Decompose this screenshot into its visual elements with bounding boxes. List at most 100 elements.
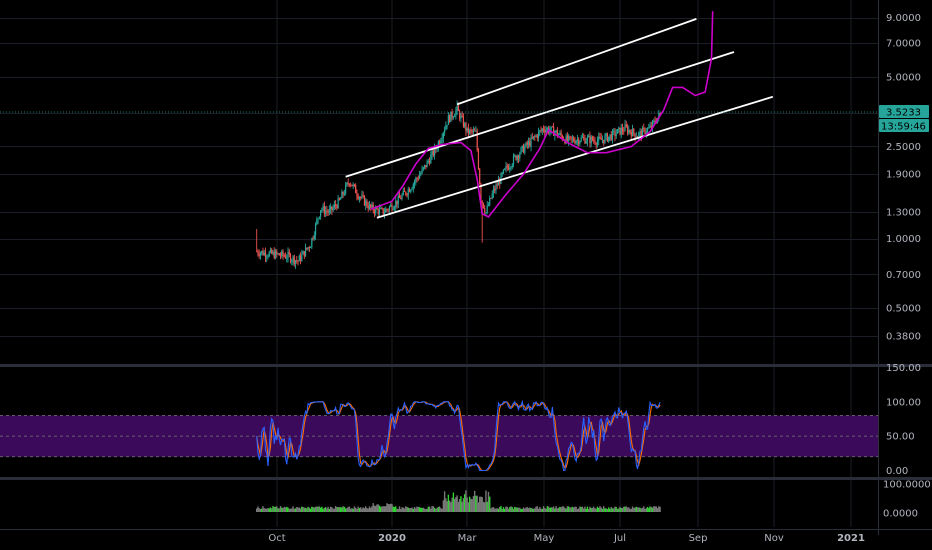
volume-bar: [574, 506, 576, 512]
candle: [313, 231, 315, 241]
candle-body: [425, 164, 427, 168]
candle: [472, 126, 475, 136]
volume-bar: [542, 506, 545, 512]
volume-bar: [307, 506, 309, 512]
candle-body: [367, 206, 369, 209]
candle-body: [412, 183, 414, 189]
candle-body: [604, 135, 606, 143]
candle-body: [266, 256, 268, 258]
candle-body: [532, 136, 535, 139]
candle: [506, 163, 508, 172]
volume-bar: [302, 507, 304, 512]
volume-bar: [313, 507, 316, 512]
volume-bar: [526, 507, 528, 512]
volume-bar: [283, 506, 285, 512]
candle-body: [507, 167, 510, 170]
channel-lines[interactable]: [345, 18, 774, 219]
candle: [559, 130, 561, 136]
volume-bar: [282, 508, 284, 512]
volume-bar: [306, 508, 308, 512]
candle-body: [566, 135, 568, 141]
candle-body: [585, 141, 587, 144]
candle-body: [277, 253, 279, 255]
candle-body: [370, 204, 372, 208]
candle: [346, 181, 348, 187]
candle: [327, 209, 329, 217]
volume-bar: [500, 506, 502, 512]
volume-bar: [437, 507, 440, 512]
candle-body: [343, 193, 345, 195]
time-axis[interactable]: Oct 2020 Mar May Jul Sep Nov 2021: [0, 529, 932, 545]
candle-body: [423, 164, 426, 168]
price-axis[interactable]: 9.00007.00005.00003.50002.50001.90001.30…: [878, 0, 931, 535]
candle: [600, 133, 602, 141]
volume-bar: [287, 507, 289, 512]
price-tick-label: 2.5000: [886, 142, 921, 153]
candle-body: [281, 251, 283, 256]
volume-bar: [515, 507, 517, 512]
countdown-label: 13:59:46: [881, 121, 926, 132]
volume-bar: [659, 506, 661, 512]
price-tick-label: 1.3000: [886, 208, 921, 219]
volume-bar: [272, 506, 274, 512]
volume-bar: [590, 507, 592, 512]
candle: [385, 206, 387, 213]
candle-body: [262, 250, 264, 255]
candle: [520, 146, 522, 155]
volume-bar: [296, 507, 298, 512]
volume-bar: [413, 506, 416, 512]
volume-bar: [308, 507, 311, 512]
pane-separators[interactable]: [0, 364, 932, 480]
candle: [277, 252, 279, 255]
candle-body: [351, 184, 353, 187]
candle-body: [621, 127, 624, 131]
oscillator-pane[interactable]: [0, 399, 878, 472]
candle-body: [598, 136, 600, 141]
candle: [542, 125, 545, 133]
candle-body: [289, 254, 292, 262]
candle-body: [395, 200, 397, 208]
candle-body: [451, 111, 453, 118]
volume-bar: [530, 508, 532, 512]
oscillator-tick-label: 50.00: [886, 432, 915, 443]
candle: [618, 126, 620, 134]
volume-pane[interactable]: [256, 490, 661, 512]
volume-bar: [596, 506, 599, 512]
candle-body: [373, 210, 376, 214]
candle-body: [257, 251, 259, 254]
candle: [276, 249, 278, 258]
price-tick-label: 7.0000: [886, 38, 921, 49]
candle: [583, 133, 585, 141]
volume-bar: [331, 507, 333, 512]
time-tick-label: Nov: [764, 533, 784, 544]
candle-body: [464, 123, 466, 127]
candle-body: [491, 193, 493, 199]
candle-body: [361, 195, 363, 198]
volume-bar: [332, 508, 334, 512]
volume-bar: [615, 507, 617, 512]
candle: [387, 208, 389, 213]
candle: [292, 255, 294, 266]
volume-bar: [650, 506, 653, 512]
volume-bar: [535, 506, 537, 512]
candle-body: [431, 150, 433, 156]
candle: [452, 115, 454, 120]
volume-bar: [442, 500, 445, 512]
volume-bar: [259, 508, 262, 512]
candle-body: [626, 126, 629, 133]
candle-body: [521, 145, 523, 148]
candle-body: [360, 197, 362, 199]
volume-bar: [471, 499, 473, 512]
projection-curve[interactable]: [370, 11, 714, 218]
candle-body: [635, 136, 637, 138]
volume-bar: [603, 506, 605, 512]
candle-body: [511, 164, 513, 168]
candle-body: [418, 175, 421, 179]
candle: [539, 129, 541, 136]
volume-bar: [547, 506, 550, 512]
candle: [569, 135, 571, 141]
candle-body: [377, 209, 379, 214]
candle-body: [474, 130, 476, 132]
price-pane[interactable]: [256, 100, 661, 269]
